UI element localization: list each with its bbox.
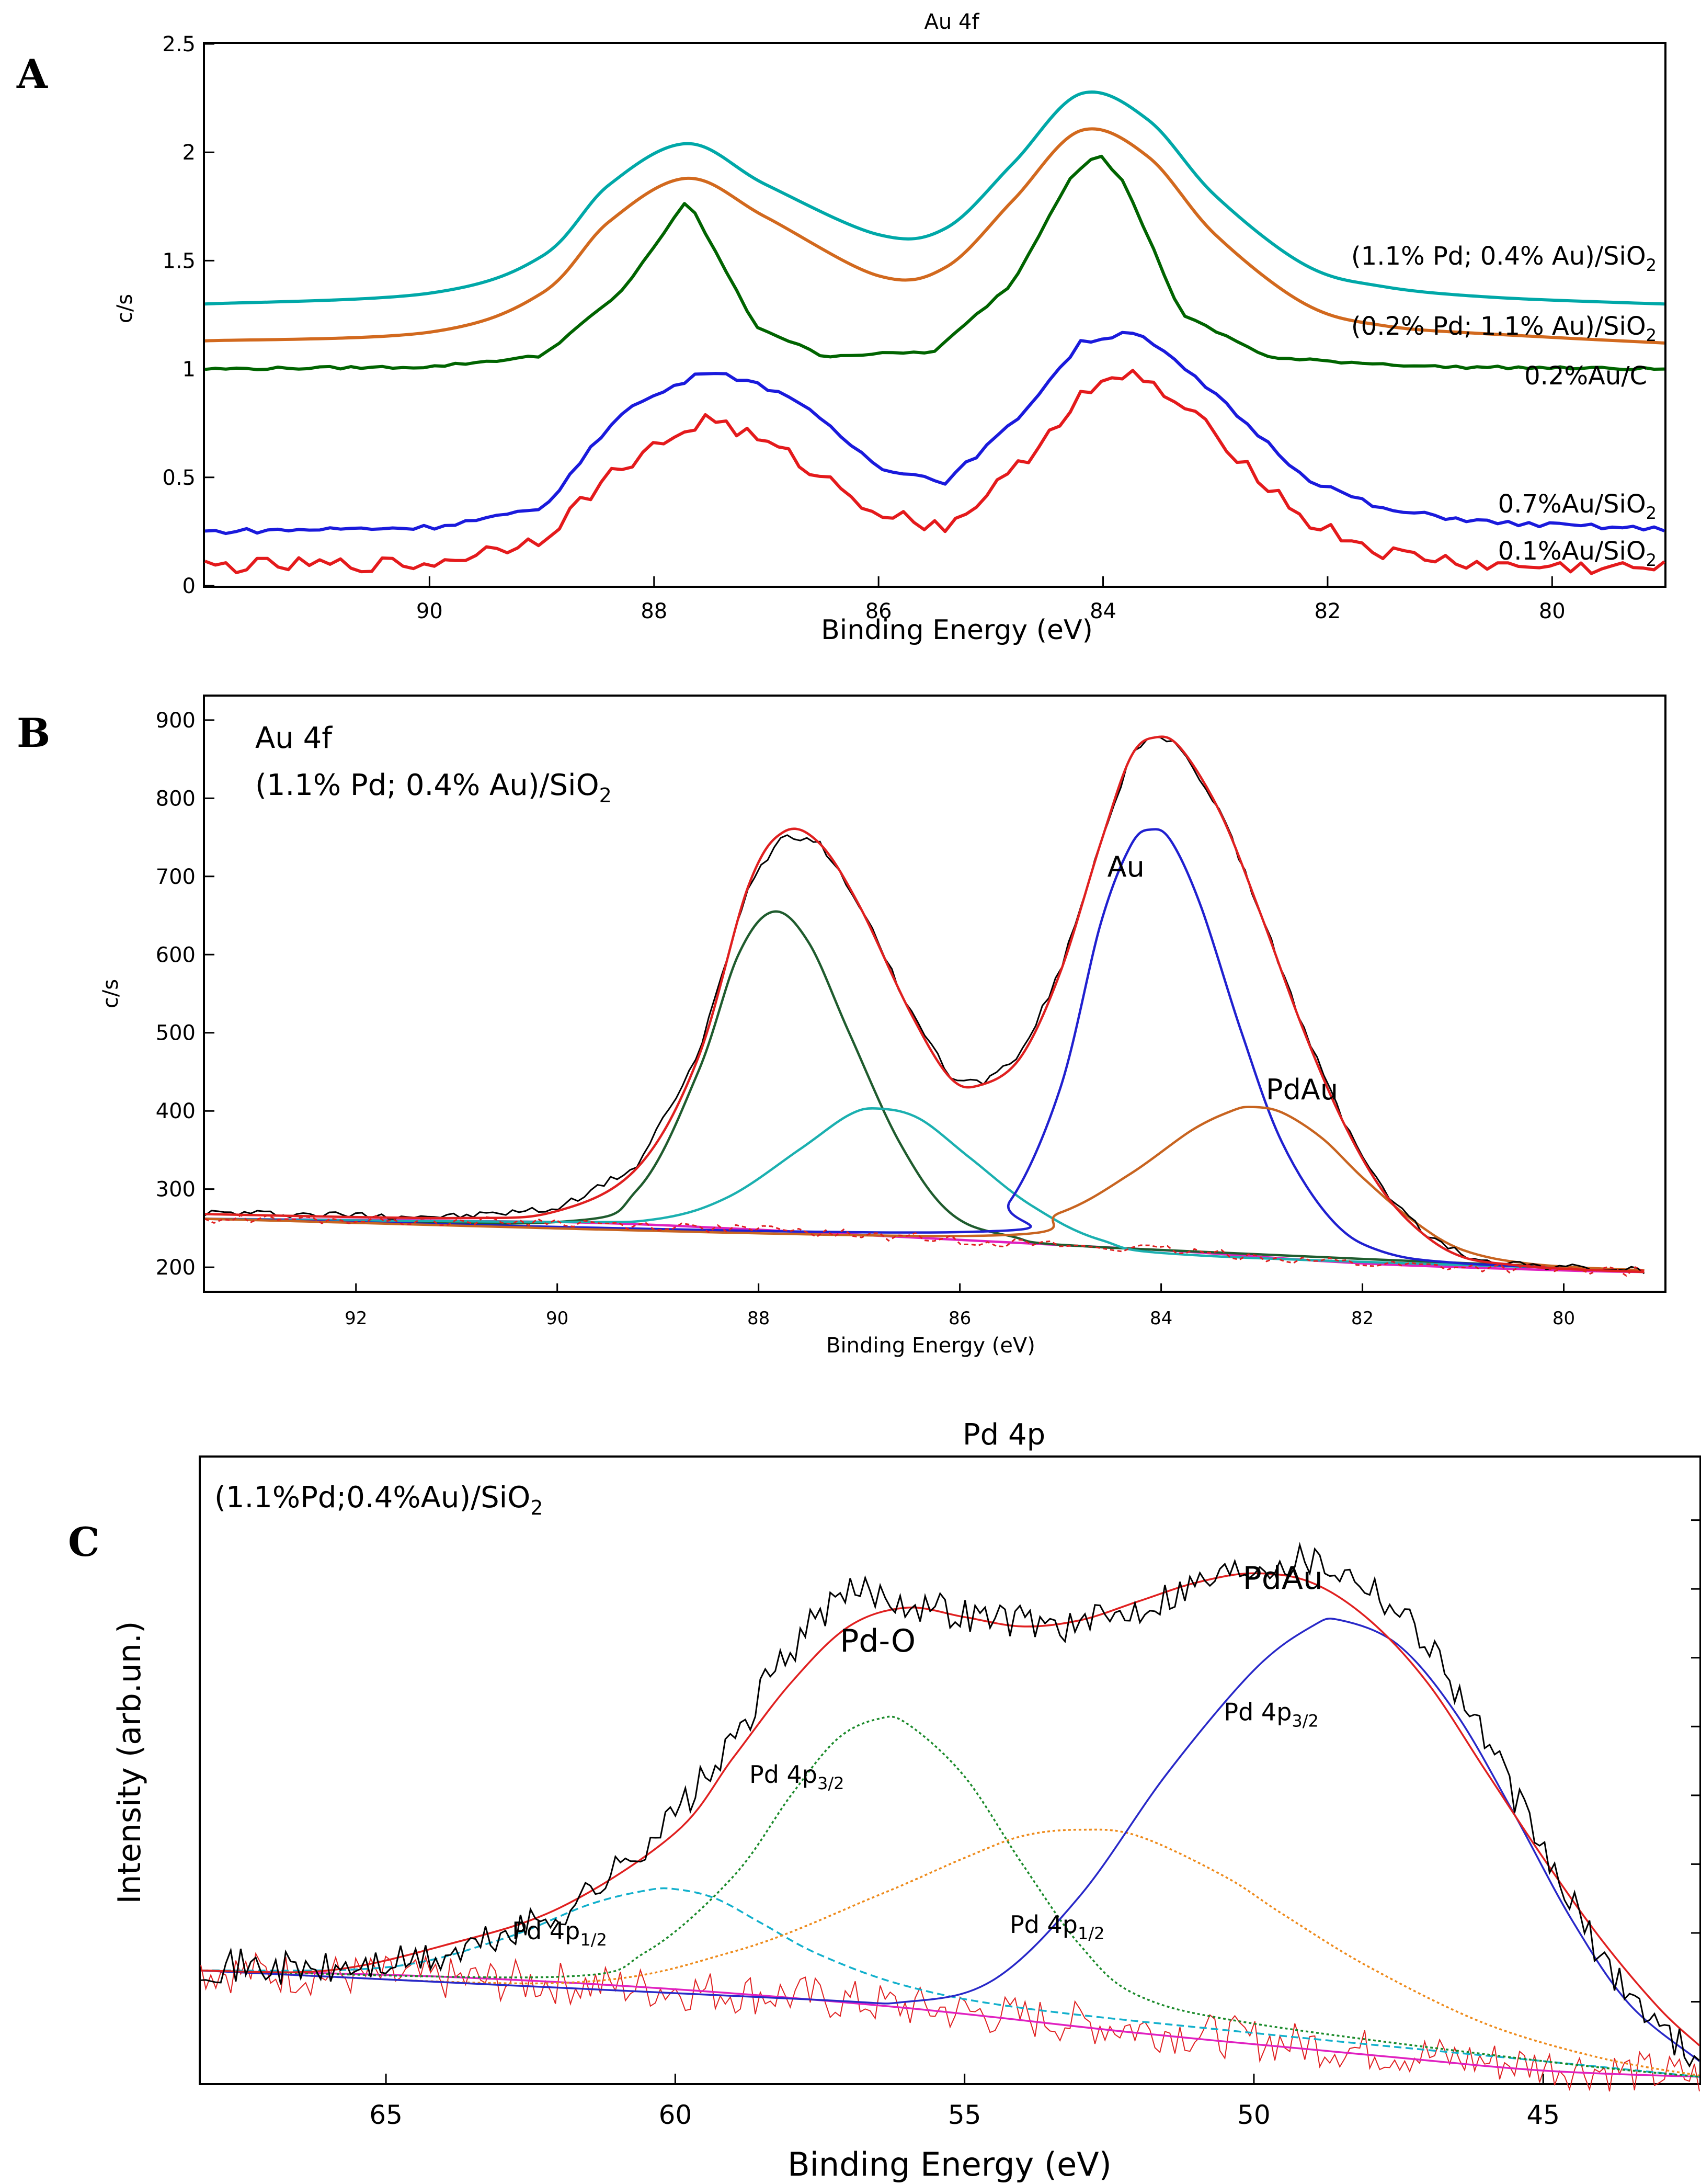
panel-c-title: Pd 4p — [963, 1418, 1045, 1452]
series-au — [204, 828, 1645, 1272]
series-label-2: (0.2% Pd; 1.1% Au)/SiO2 — [1351, 312, 1657, 345]
component-label-0: Pd-O — [840, 1623, 916, 1659]
x-tick-label: 88 — [747, 1308, 770, 1329]
x-tick-label: 82 — [1314, 599, 1341, 623]
x-tick-label: 60 — [659, 2100, 692, 2130]
y-tick-label: 600 — [156, 943, 196, 967]
panel-b-letter: B — [17, 710, 50, 756]
panel-c-series — [200, 1542, 1700, 2092]
panel-b-title: Au 4f — [255, 721, 333, 755]
series-label-4: 0.7%Au/SiO2 — [1498, 490, 1657, 523]
series-0-7-au-sio2 — [204, 331, 1665, 536]
panel-a-letter: A — [16, 51, 48, 97]
component-label-2: Pd 4p3/2 — [749, 1760, 844, 1793]
y-tick-label: 200 — [156, 1256, 196, 1280]
series-pd-4p3-2-pd-o — [200, 1715, 1700, 2078]
panel-a-title: Au 4f — [924, 10, 980, 34]
series-0-1-au-sio2 — [204, 369, 1665, 575]
peak-label-pdau: PdAu — [1266, 1073, 1338, 1106]
panel-a-x-ticks: 90 88 86 84 82 80 — [416, 576, 1566, 623]
component-label-1: PdAu — [1243, 1560, 1323, 1597]
y-tick-label: 0.5 — [162, 466, 196, 490]
y-tick-label: 2 — [182, 141, 196, 165]
y-tick-label: 900 — [156, 709, 196, 733]
panel-b-y-axis-label: c/s — [99, 979, 123, 1008]
x-tick-label: 45 — [1526, 2100, 1560, 2130]
x-tick-label: 90 — [546, 1308, 568, 1329]
x-tick-label: 55 — [948, 2100, 981, 2130]
x-tick-label: 90 — [416, 599, 443, 623]
panel-b-plot-area — [203, 695, 1666, 1293]
panel-b: B 200 300 400 500 600 700 800 900 92 90 88 86 84 82 8… — [17, 695, 1666, 1358]
x-tick-label: 82 — [1351, 1308, 1374, 1329]
panel-c-plot-area — [199, 1455, 1701, 2085]
series-pd-4p3-2-pdau — [200, 1618, 1700, 2062]
panel-c-x-axis-label: Binding Energy (eV) — [787, 2145, 1112, 2183]
series-label-3: 0.2%Au/C — [1524, 361, 1647, 391]
x-tick-label: 84 — [1150, 1308, 1172, 1329]
panel-a-legend-labels: (1.1% Pd; 0.4% Au)/SiO2 (0.2% Pd; 1.1% A… — [1351, 242, 1657, 570]
y-tick-label: 500 — [156, 1021, 196, 1045]
x-tick-label: 92 — [345, 1308, 367, 1329]
x-tick-label: 86 — [949, 1308, 971, 1329]
peak-label-au: Au — [1108, 850, 1145, 883]
panel-c-y-axis-label: Intensity (arb.un.) — [111, 1621, 148, 1904]
series-residual — [204, 1214, 1645, 1277]
y-tick-label: 300 — [156, 1178, 196, 1202]
series-label-1: (1.1% Pd; 0.4% Au)/SiO2 — [1351, 242, 1657, 275]
series-experimental-data — [204, 736, 1645, 1275]
component-label-5: Pd 4p1/2 — [1010, 1910, 1105, 1943]
y-tick-label: 700 — [156, 865, 196, 889]
y-tick-label: 1.5 — [162, 249, 196, 273]
panel-a-plot-area — [203, 42, 1666, 588]
panel-c-letter: C — [68, 1519, 100, 1565]
y-tick-label: 800 — [156, 787, 196, 811]
y-tick-label: 0 — [182, 574, 196, 598]
series-1-1-pd-0-4-au-sio2 — [204, 90, 1665, 306]
panel-b-subtitle: (1.1% Pd; 0.4% Au)/SiO2 — [255, 768, 612, 807]
series-fit-envelope — [204, 735, 1645, 1273]
panel-a-x-axis-label: Binding Energy (eV) — [821, 615, 1093, 646]
x-tick-label: 80 — [1552, 1308, 1575, 1329]
x-tick-label: 80 — [1539, 599, 1566, 623]
panel-c-x-ticks: 65 60 55 50 45 — [369, 2074, 1560, 2130]
x-tick-label: 86 — [865, 599, 892, 623]
panel-b-x-ticks: 92 90 88 86 84 82 80 — [345, 1283, 1575, 1329]
y-tick-label: 400 — [156, 1099, 196, 1123]
x-tick-label: 84 — [1090, 599, 1116, 623]
component-label-4: Pd 4p1/2 — [512, 1917, 607, 1950]
panel-c-subtitle: (1.1%Pd;0.4%Au)/SiO2 — [214, 1481, 543, 1519]
panel-c-y-ticks — [1691, 1519, 1699, 2003]
panel-a: A Au 4f 0 0.5 1 1.5 2 2.5 90 88 86 84 82 80 Bindin… — [16, 10, 1666, 646]
panel-b-y-ticks: 200 300 400 500 600 700 800 900 — [156, 709, 214, 1280]
series-pd-4p1-2-pdau — [200, 1828, 1700, 2077]
series-0-2-au-c — [204, 154, 1665, 371]
x-tick-label: 65 — [369, 2100, 403, 2130]
panel-a-series — [204, 90, 1665, 575]
panel-b-x-axis-label: Binding Energy (eV) — [826, 1334, 1035, 1358]
series-fit-envelope — [200, 1572, 1700, 2046]
y-tick-label: 1 — [182, 358, 196, 382]
component-label-3: Pd 4p3/2 — [1224, 1698, 1319, 1731]
panel-c: C Pd 4p 65 60 55 50 45 Pd-O PdAu Pd 4p3/2 Pd 4p… — [68, 1418, 1701, 2183]
panel-c-annotations: Pd-O PdAu Pd 4p3/2 Pd 4p3/2 Pd 4p1/2 Pd 4p1/2 — [512, 1560, 1323, 1950]
x-tick-label: 88 — [641, 599, 667, 623]
series-au-4f-component-2 — [204, 1107, 1645, 1272]
panel-b-series — [204, 735, 1645, 1277]
series-0-2-pd-1-1-au-sio2 — [204, 127, 1665, 345]
x-tick-label: 50 — [1237, 2100, 1271, 2130]
panel-a-y-axis-label: c/s — [113, 294, 137, 323]
y-tick-label: 2.5 — [162, 32, 196, 56]
series-pdau — [204, 1106, 1645, 1272]
series-label-5: 0.1%Au/SiO2 — [1498, 537, 1657, 570]
panel-b-annotations: Au PdAu — [1108, 850, 1338, 1106]
series-pd-4p1-2-pd-o — [200, 1887, 1700, 2078]
series-residual-c — [200, 1952, 1700, 2092]
series-experimental-data — [200, 1542, 1700, 2068]
